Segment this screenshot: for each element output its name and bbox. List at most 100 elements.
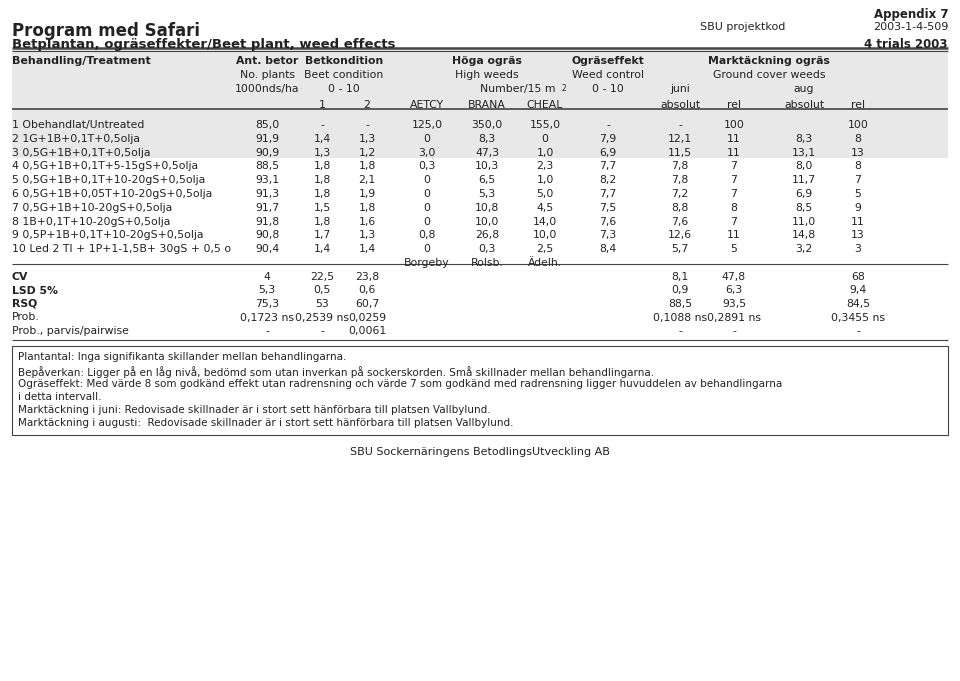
- Text: 93,1: 93,1: [255, 175, 279, 185]
- Text: 1,4: 1,4: [358, 244, 375, 254]
- Text: rel: rel: [851, 100, 865, 110]
- Text: 1,0: 1,0: [537, 148, 554, 157]
- Text: 8,1: 8,1: [671, 272, 688, 282]
- Text: 7,3: 7,3: [599, 230, 616, 240]
- Text: 10 Led 2 TI + 1P+1-1,5B+ 30gS + 0,5 o: 10 Led 2 TI + 1P+1-1,5B+ 30gS + 0,5 o: [12, 244, 231, 254]
- Text: 155,0: 155,0: [529, 120, 561, 130]
- Text: Prob., parvis/pairwise: Prob., parvis/pairwise: [12, 326, 129, 336]
- Text: 8,4: 8,4: [599, 244, 616, 254]
- Text: 7,6: 7,6: [599, 217, 616, 227]
- Text: 5: 5: [731, 244, 737, 254]
- Text: LSD 5%: LSD 5%: [12, 285, 58, 296]
- Text: 1000nds/ha: 1000nds/ha: [235, 84, 300, 94]
- Text: 22,5: 22,5: [310, 272, 334, 282]
- Text: 100: 100: [724, 120, 744, 130]
- Text: 47,8: 47,8: [722, 272, 746, 282]
- Text: 7,9: 7,9: [599, 133, 616, 144]
- Text: 2,3: 2,3: [537, 161, 554, 172]
- Text: 8,8: 8,8: [671, 203, 688, 212]
- Text: 6 0,5G+1B+0,05T+10-20gS+0,5olja: 6 0,5G+1B+0,05T+10-20gS+0,5olja: [12, 189, 212, 199]
- Text: -: -: [606, 120, 610, 130]
- Text: 91,3: 91,3: [255, 189, 279, 199]
- Text: 1,7: 1,7: [313, 230, 330, 240]
- Text: Betkondition: Betkondition: [305, 56, 383, 66]
- Text: 10,0: 10,0: [475, 217, 499, 227]
- Text: 90,8: 90,8: [254, 230, 279, 240]
- Text: 91,8: 91,8: [255, 217, 279, 227]
- Text: 0,3: 0,3: [478, 244, 495, 254]
- Text: 0,5: 0,5: [313, 285, 330, 296]
- Text: 0: 0: [541, 133, 548, 144]
- Text: Rolsb.: Rolsb.: [470, 258, 503, 268]
- Text: Behandling/Treatment: Behandling/Treatment: [12, 56, 151, 66]
- Text: 4: 4: [264, 272, 271, 282]
- Text: Appendix 7: Appendix 7: [874, 8, 948, 21]
- Text: High weeds: High weeds: [455, 70, 518, 80]
- Text: 11,5: 11,5: [668, 148, 692, 157]
- Text: -: -: [678, 326, 682, 336]
- Text: rel: rel: [727, 100, 741, 110]
- Text: Marktäckning i augusti:  Redovisade skillnader är i stort sett hänförbara till p: Marktäckning i augusti: Redovisade skill…: [18, 419, 514, 428]
- Text: 10,3: 10,3: [475, 161, 499, 172]
- Text: Ground cover weeds: Ground cover weeds: [712, 70, 826, 80]
- Text: 7,7: 7,7: [599, 189, 616, 199]
- Text: 1,3: 1,3: [313, 148, 330, 157]
- Text: 6,3: 6,3: [726, 285, 743, 296]
- Text: 125,0: 125,0: [412, 120, 443, 130]
- Text: 0: 0: [423, 189, 430, 199]
- Text: 9,4: 9,4: [850, 285, 867, 296]
- Text: 2: 2: [562, 84, 566, 93]
- Text: 3 0,5G+1B+0,1T+0,5olja: 3 0,5G+1B+0,1T+0,5olja: [12, 148, 151, 157]
- Text: Ädelh.: Ädelh.: [528, 258, 562, 268]
- Text: 47,3: 47,3: [475, 148, 499, 157]
- Text: Ogräseffekt: Ogräseffekt: [571, 56, 644, 66]
- Text: 91,9: 91,9: [255, 133, 279, 144]
- Text: 1,8: 1,8: [313, 175, 330, 185]
- Text: 10,8: 10,8: [475, 203, 499, 212]
- Text: 11,7: 11,7: [792, 175, 816, 185]
- Text: 85,0: 85,0: [254, 120, 279, 130]
- Text: 4,5: 4,5: [537, 203, 554, 212]
- Text: 60,7: 60,7: [355, 299, 379, 309]
- Text: 2003-1-4-509: 2003-1-4-509: [873, 22, 948, 32]
- Text: 3,2: 3,2: [796, 244, 812, 254]
- Text: 11: 11: [727, 133, 741, 144]
- Text: 23,8: 23,8: [355, 272, 379, 282]
- Text: 6,5: 6,5: [478, 175, 495, 185]
- Text: 0 - 10: 0 - 10: [592, 84, 624, 94]
- Text: 2 1G+1B+0,1T+0,5olja: 2 1G+1B+0,1T+0,5olja: [12, 133, 140, 144]
- Text: 88,5: 88,5: [668, 299, 692, 309]
- Text: 3,0: 3,0: [419, 148, 436, 157]
- Text: 1,3: 1,3: [358, 230, 375, 240]
- Text: 7,5: 7,5: [599, 203, 616, 212]
- Text: 0: 0: [423, 244, 430, 254]
- Text: 1: 1: [319, 100, 325, 110]
- Text: 7 0,5G+1B+10-20gS+0,5olja: 7 0,5G+1B+10-20gS+0,5olja: [12, 203, 172, 212]
- Text: 8: 8: [731, 203, 737, 212]
- Text: Ant. betor: Ant. betor: [236, 56, 299, 66]
- Text: 2,5: 2,5: [537, 244, 554, 254]
- Text: i detta intervall.: i detta intervall.: [18, 392, 102, 402]
- Text: 4 trials 2003: 4 trials 2003: [865, 38, 948, 51]
- Text: BRANA: BRANA: [468, 100, 506, 110]
- Text: aug: aug: [794, 84, 814, 94]
- Text: 1,6: 1,6: [358, 217, 375, 227]
- Text: Betplantan, ogräseffekter/Beet plant, weed effects: Betplantan, ogräseffekter/Beet plant, we…: [12, 38, 396, 51]
- Text: 12,6: 12,6: [668, 230, 692, 240]
- Text: 75,3: 75,3: [255, 299, 279, 309]
- Text: 7: 7: [854, 175, 861, 185]
- Text: 14,0: 14,0: [533, 217, 557, 227]
- Text: 7,7: 7,7: [599, 161, 616, 172]
- Text: 0,6: 0,6: [358, 285, 375, 296]
- Text: 12,1: 12,1: [668, 133, 692, 144]
- Text: 8 1B+0,1T+10-20gS+0,5olja: 8 1B+0,1T+10-20gS+0,5olja: [12, 217, 170, 227]
- Text: 7,8: 7,8: [671, 175, 688, 185]
- Text: 68: 68: [852, 272, 865, 282]
- Text: Beet condition: Beet condition: [304, 70, 384, 80]
- Text: 91,7: 91,7: [255, 203, 279, 212]
- Text: 8,5: 8,5: [796, 203, 812, 212]
- Text: AETCY: AETCY: [410, 100, 444, 110]
- Text: Weed control: Weed control: [572, 70, 644, 80]
- Text: 0,8: 0,8: [419, 230, 436, 240]
- Text: -: -: [678, 120, 682, 130]
